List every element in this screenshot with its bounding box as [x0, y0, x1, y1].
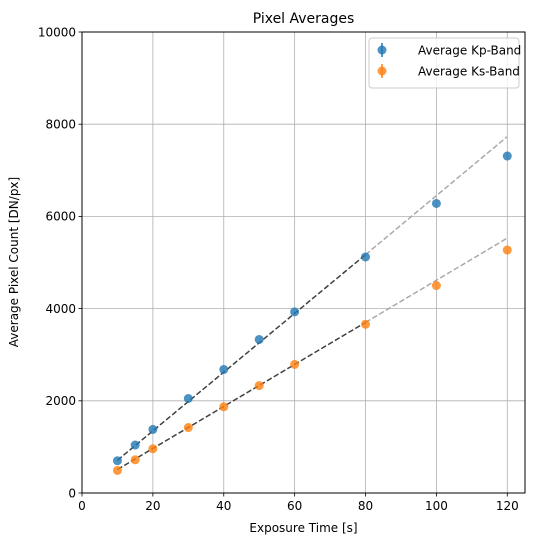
legend-entry-ks: Average Ks-Band	[377, 64, 520, 79]
x-tick-label: 40	[216, 499, 231, 513]
y-tick-label: 0	[68, 486, 76, 500]
data-point	[130, 455, 140, 465]
data-point	[290, 359, 300, 369]
data-point	[112, 456, 122, 466]
extrapolation-line	[365, 136, 508, 256]
y-tick-label: 2000	[45, 394, 76, 408]
x-tick-label: 60	[287, 499, 302, 513]
chart-title: Pixel Averages	[253, 11, 355, 27]
fit-line	[116, 254, 366, 461]
legend-label-ks: Average Ks-Band	[418, 65, 520, 79]
data-point	[219, 402, 229, 412]
plot-frame	[81, 31, 526, 494]
x-tick-label: 100	[425, 499, 448, 513]
data-point	[431, 281, 441, 291]
x-tick-label: 20	[145, 499, 160, 513]
legend: Average Kp-Band Average Ks-Band	[368, 37, 521, 89]
data-points	[112, 151, 512, 475]
data-point	[431, 198, 441, 208]
data-point	[148, 444, 158, 454]
data-point	[254, 334, 264, 344]
extrapolation-line	[365, 237, 508, 324]
y-tick-label: 4000	[45, 302, 76, 316]
data-point	[502, 151, 512, 161]
data-point	[112, 465, 122, 475]
fit-lines	[116, 136, 508, 471]
data-point	[219, 364, 229, 374]
legend-box	[368, 37, 520, 89]
y-tick-label: 6000	[45, 210, 76, 224]
legend-label-kp: Average Kp-Band	[418, 44, 521, 58]
x-axis-label: Exposure Time [s]	[249, 521, 357, 535]
axis-ticks: 0 20 40 60 80 100 120 0 2000 4000 6000 8000 10000	[38, 25, 519, 513]
data-point	[290, 307, 300, 317]
data-point	[361, 252, 371, 262]
legend-entry-kp: Average Kp-Band	[377, 43, 521, 58]
data-point	[183, 423, 193, 433]
y-axis-label: Average Pixel Count [DN/px]	[7, 177, 21, 347]
data-point	[183, 393, 193, 403]
x-tick-label: 120	[496, 499, 519, 513]
y-tick-label: 8000	[45, 118, 76, 132]
fit-line	[117, 321, 366, 471]
x-tick-label: 80	[358, 499, 373, 513]
legend-marker-kp	[377, 45, 387, 55]
data-point	[502, 245, 512, 255]
data-point	[130, 440, 140, 450]
data-point	[254, 381, 264, 391]
y-tick-label: 10000	[38, 25, 76, 39]
legend-marker-ks	[377, 66, 387, 76]
data-point	[148, 424, 158, 434]
data-point	[361, 319, 371, 329]
x-tick-label: 0	[78, 499, 86, 513]
